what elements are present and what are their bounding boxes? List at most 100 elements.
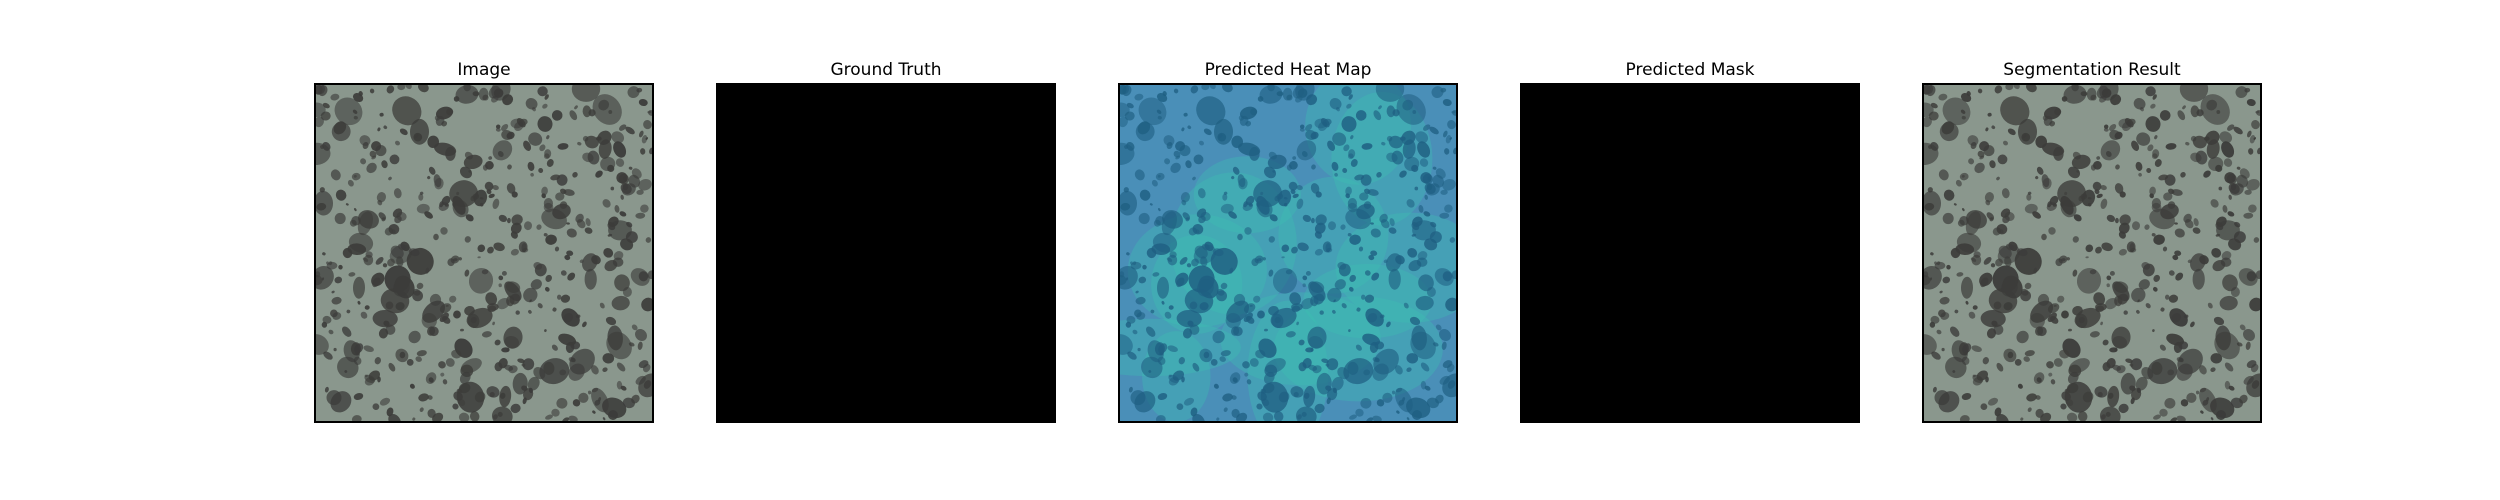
texture-spot [1245,315,1255,324]
texture-spot [1334,173,1338,177]
texture-spot [2117,293,2129,305]
texture-spot [1203,351,1210,359]
texture-spot [1257,96,1264,102]
texture-spot [1305,123,1313,132]
texture-spot [641,297,652,312]
texture-spot [1419,158,1429,167]
texture-spot [2071,154,2091,170]
texture-spot [2192,268,2205,290]
texture-spot [2017,383,2023,389]
texture-spot [449,295,457,303]
texture-spot [556,294,562,300]
texture-spot [536,224,542,230]
texture-spot [1325,385,1332,391]
texture-spot [1326,397,1331,405]
texture-spot [2168,294,2179,303]
texture-spot [1193,154,1204,165]
texture-spot [1453,147,1456,155]
texture-spot [2093,160,2102,170]
texture-spot [1157,392,1168,401]
texture-spot [544,94,549,100]
texture-spot [1382,392,1393,403]
panel-title: Predicted Heat Map [1204,60,1372,80]
texture-spot [1181,376,1185,383]
texture-spot [1291,246,1298,254]
texture-spot [1189,301,1198,310]
texture-spot [1168,374,1172,378]
texture-spot [1942,97,1971,126]
texture-spot [2046,361,2054,369]
texture-spot [1931,351,1941,360]
texture-spot [1968,158,1975,165]
texture-spot [1303,392,1310,399]
texture-spot [1348,94,1353,100]
texture-spot [1185,160,1192,169]
texture-spot [1996,413,2009,421]
texture-spot [2112,336,2128,349]
texture-spot [2100,321,2103,326]
texture-spot [2175,272,2184,281]
texture-spot [1924,102,1934,118]
texture-spot [320,111,331,121]
texture-spot [1939,296,1950,305]
texture-spot [614,274,630,292]
texture-spot [1942,276,1951,284]
texture-spot [1980,309,2006,328]
texture-spot [2149,208,2175,230]
texture-spot [1392,109,1400,117]
texture-spot [2106,283,2110,288]
texture-spot [1173,88,1179,94]
texture-spot [1327,221,1337,231]
texture-spot [1979,141,1990,152]
texture-spot [649,147,652,155]
texture-spot [387,258,395,267]
texture-spot [1237,233,1243,241]
texture-spot [542,103,548,109]
texture-spot [1959,172,1969,181]
texture-spot [1196,96,1226,126]
texture-spot [1966,210,1987,229]
texture-spot [1130,390,1146,406]
texture-spot [554,246,560,252]
texture-spot [2016,248,2028,257]
texture-spot [1150,309,1155,314]
texture-spot [1185,217,1190,222]
texture-spot [1232,166,1240,175]
texture-spot [1127,351,1137,360]
texture-spot [497,411,503,417]
texture-spot [2042,142,2065,156]
texture-spot [2180,172,2186,178]
texture-spot [2151,361,2163,375]
texture-spot [566,250,574,256]
texture-spot [1355,344,1362,351]
texture-spot [1932,386,1937,393]
texture-spot [588,109,596,117]
texture-spot [506,183,516,194]
texture-spot [1203,128,1212,136]
texture-spot [1308,336,1324,349]
texture-spot [1346,103,1352,109]
texture-spot [2131,140,2140,151]
texture-spot [1924,142,1939,166]
texture-spot [1285,331,1296,338]
texture-spot [1946,264,1951,270]
texture-spot [1444,148,1450,155]
texture-spot [335,189,347,201]
texture-spot [1220,203,1234,214]
texture-spot [1176,403,1184,411]
texture-spot [1983,257,1992,265]
texture-spot [622,287,632,297]
texture-spot [562,417,569,421]
texture-spot [2119,214,2131,226]
texture-spot [2115,164,2120,170]
texture-spot [418,85,429,93]
texture-spot [2033,372,2045,384]
texture-spot [1424,194,1428,200]
texture-spot [1996,176,2000,181]
texture-spot [1305,270,1311,276]
texture-spot [1228,211,1237,219]
texture-spot [2118,248,2127,256]
heat-map-view [1118,83,1458,423]
texture-spot [1217,132,1227,142]
texture-spot [1980,277,1989,288]
